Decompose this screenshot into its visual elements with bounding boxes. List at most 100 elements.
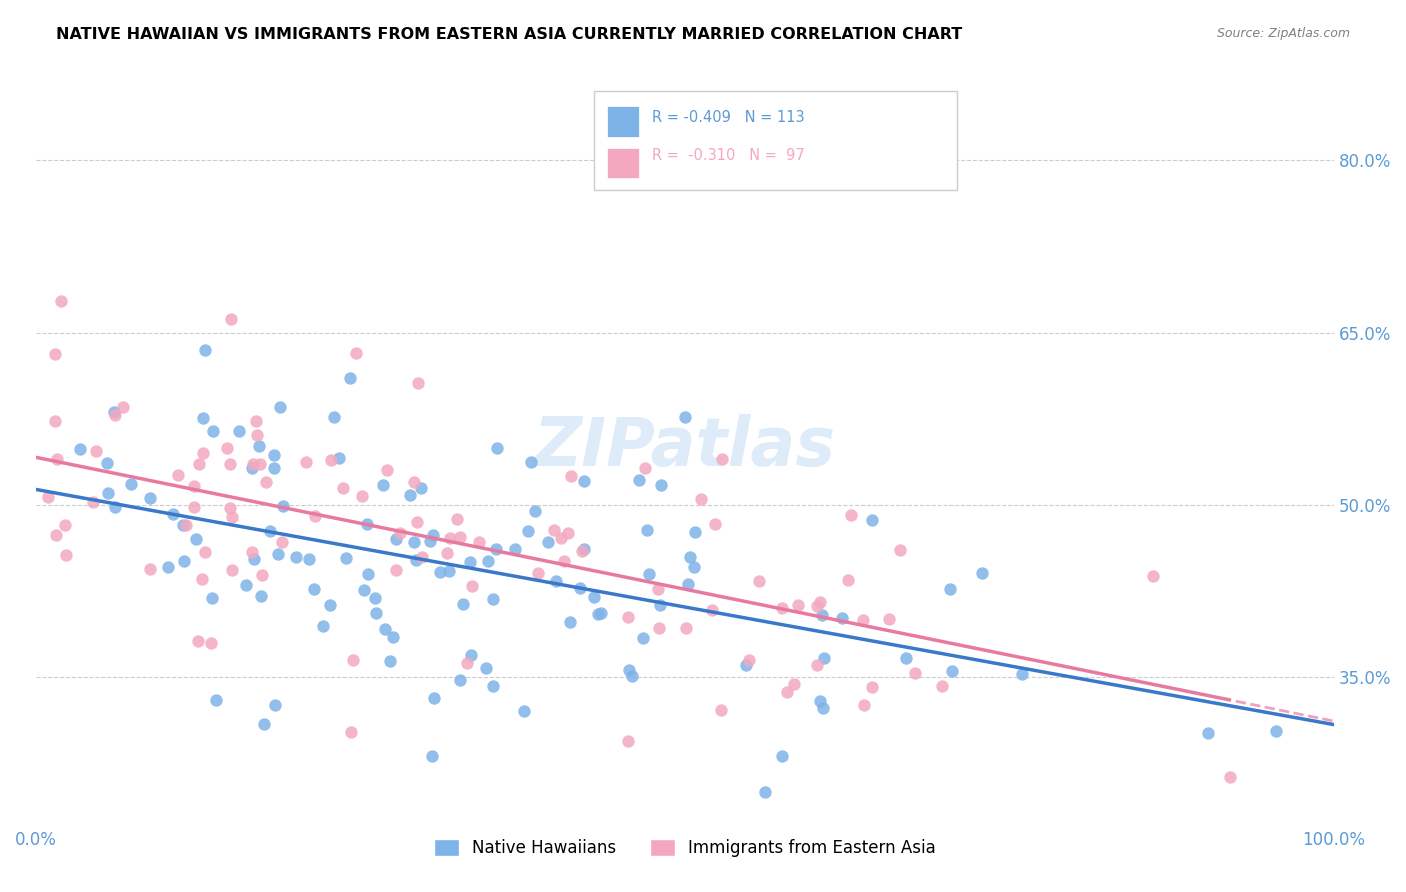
Point	[941, 664, 963, 678]
Point	[449, 673, 471, 688]
Point	[405, 553, 427, 567]
Point	[240, 460, 263, 475]
Point	[240, 545, 263, 559]
Point	[419, 534, 441, 549]
Point	[187, 457, 209, 471]
Point	[120, 477, 142, 491]
Point	[429, 565, 451, 579]
Point	[550, 531, 572, 545]
Point	[191, 572, 214, 586]
Point	[1264, 724, 1286, 739]
Point	[1197, 726, 1219, 740]
Point	[246, 428, 269, 442]
Point	[786, 598, 808, 612]
Point	[389, 526, 412, 541]
Point	[55, 548, 77, 562]
Point	[215, 442, 238, 456]
Text: NATIVE HAWAIIAN VS IMMIGRANTS FROM EASTERN ASIA CURRENTLY MARRIED CORRELATION CH: NATIVE HAWAIIAN VS IMMIGRANTS FROM EASTE…	[56, 27, 963, 42]
Point	[683, 525, 706, 540]
Point	[482, 679, 505, 693]
Point	[702, 603, 724, 617]
Point	[385, 532, 408, 546]
Point	[896, 651, 918, 665]
Point	[201, 424, 224, 438]
Point	[103, 405, 125, 419]
Point	[808, 694, 831, 708]
Point	[371, 478, 394, 492]
Point	[411, 549, 433, 564]
Point	[889, 543, 911, 558]
Point	[312, 619, 335, 633]
Point	[235, 578, 257, 592]
Point	[650, 478, 672, 492]
Point	[589, 607, 612, 621]
Point	[46, 452, 69, 467]
Point	[738, 653, 761, 667]
Point	[516, 524, 538, 538]
Point	[84, 443, 107, 458]
Point	[679, 549, 702, 564]
Point	[617, 734, 640, 748]
Point	[49, 294, 72, 309]
Point	[451, 597, 474, 611]
Point	[187, 634, 209, 648]
Point	[524, 503, 547, 517]
Point	[138, 491, 160, 505]
Point	[402, 475, 425, 490]
Point	[970, 566, 993, 581]
Point	[754, 785, 776, 799]
Point	[405, 515, 427, 529]
Point	[474, 661, 496, 675]
Text: Source: ZipAtlas.com: Source: ZipAtlas.com	[1216, 27, 1350, 40]
Point	[904, 666, 927, 681]
Point	[375, 463, 398, 477]
Point	[650, 598, 672, 612]
Point	[735, 658, 758, 673]
Point	[194, 545, 217, 559]
Point	[543, 524, 565, 538]
Point	[339, 371, 361, 385]
Text: R =  -0.310   N =  97: R = -0.310 N = 97	[652, 148, 806, 163]
Point	[242, 552, 264, 566]
Point	[328, 451, 350, 466]
Point	[374, 622, 396, 636]
Point	[263, 448, 285, 462]
Point	[191, 410, 214, 425]
Point	[104, 500, 127, 515]
Point	[537, 535, 560, 549]
Point	[247, 439, 270, 453]
Point	[409, 481, 432, 495]
Point	[775, 685, 797, 699]
Point	[582, 590, 605, 604]
Point	[323, 410, 346, 425]
Point	[219, 312, 242, 326]
Point	[342, 653, 364, 667]
Point	[704, 517, 727, 532]
Point	[184, 532, 207, 546]
Point	[259, 524, 281, 539]
Text: R = -0.409   N = 113: R = -0.409 N = 113	[652, 111, 806, 125]
Point	[439, 532, 461, 546]
Point	[560, 469, 582, 483]
Point	[783, 677, 806, 691]
Point	[380, 654, 402, 668]
Point	[852, 698, 875, 712]
Point	[468, 534, 491, 549]
FancyBboxPatch shape	[593, 91, 957, 190]
Point	[422, 528, 444, 542]
Point	[221, 562, 243, 576]
Point	[97, 485, 120, 500]
Point	[1011, 667, 1033, 681]
Point	[221, 510, 243, 524]
Point	[366, 607, 388, 621]
Point	[810, 608, 832, 623]
Point	[831, 611, 853, 625]
Point	[228, 424, 250, 438]
Point	[572, 541, 595, 556]
Point	[839, 508, 862, 523]
Point	[404, 534, 426, 549]
Point	[250, 568, 273, 582]
Point	[96, 456, 118, 470]
Point	[245, 414, 267, 428]
Point	[172, 518, 194, 533]
